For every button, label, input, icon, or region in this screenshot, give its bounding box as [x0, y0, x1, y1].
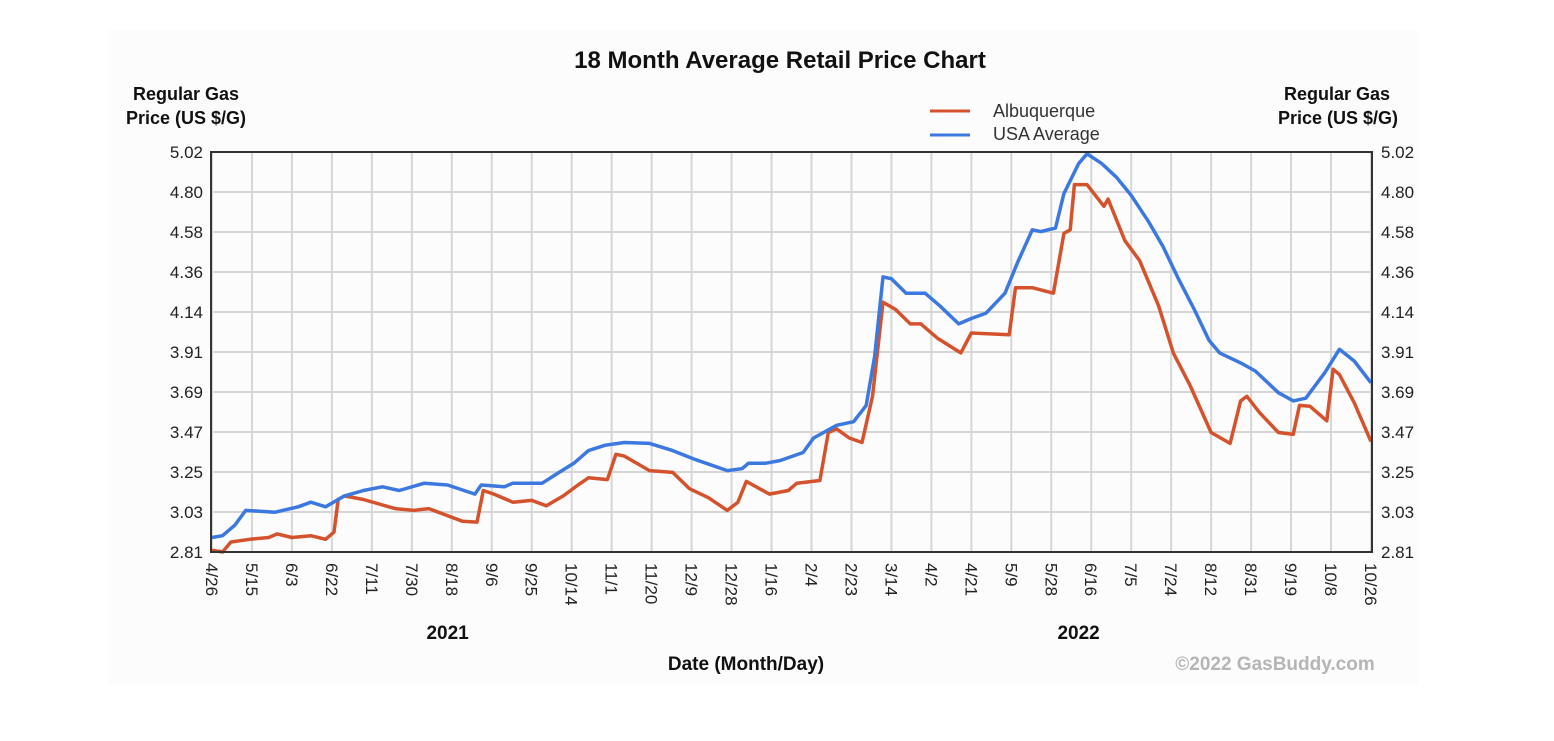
y-axis-label-left-line2: Price (US $/G): [126, 108, 246, 128]
x-tick-label: 7/24: [1161, 563, 1180, 596]
x-tick-label: 7/30: [402, 563, 421, 596]
year-labels: 2021 2022: [426, 623, 1099, 644]
y-tick-label-left: 3.47: [170, 423, 203, 442]
x-tick-label: 5/28: [1041, 563, 1060, 596]
chart-panel: [108, 30, 1418, 685]
y-tick-label-left: 4.36: [170, 263, 203, 282]
x-tick-label: 8/31: [1241, 563, 1260, 596]
legend: Albuquerque USA Average: [930, 101, 1100, 144]
x-tick-label: 9/25: [522, 563, 541, 596]
y-axis-label-right-line2: Price (US $/G): [1278, 108, 1398, 128]
chart-title: 18 Month Average Retail Price Chart: [574, 47, 986, 74]
x-tick-label: 2/4: [801, 563, 820, 587]
y-tick-label-right: 4.36: [1381, 263, 1414, 282]
x-tick-label: 7/11: [362, 563, 381, 595]
x-tick-label: 10/14: [562, 563, 581, 606]
x-tick-label: 6/16: [1081, 563, 1100, 596]
x-tick-label: 4/2: [921, 563, 940, 587]
y-tick-label-right: 4.80: [1381, 183, 1414, 202]
x-tick-label: 5/9: [1001, 563, 1020, 587]
x-tick-label: 2/23: [841, 563, 860, 596]
x-tick-label: 12/28: [722, 563, 741, 606]
y-tick-label-right: 4.14: [1381, 303, 1414, 322]
x-tick-label: 8/18: [442, 563, 461, 596]
year-label-2021: 2021: [426, 623, 469, 644]
y-tick-label-right: 4.58: [1381, 223, 1414, 242]
y-ticks: 2.81 2.81 3.03 3.03 3.25 3.25 3.47 3.47 3.69 3.69…: [170, 143, 1414, 562]
y-tick-label-right: 3.25: [1381, 463, 1414, 482]
x-tick-label: 7/5: [1121, 563, 1140, 587]
y-tick-label-right: 3.69: [1381, 383, 1414, 402]
x-tick-label: 12/9: [682, 563, 701, 596]
y-tick-label-left: 3.91: [170, 343, 203, 362]
x-tick-label: 4/26: [202, 563, 221, 596]
series-line-albuquerque: [211, 182, 1373, 554]
x-tick-label: 11/20: [642, 563, 661, 604]
plot-border: [210, 151, 1373, 553]
x-tick-label: 9/19: [1281, 563, 1300, 596]
copyright: ©2022 GasBuddy.com: [1175, 654, 1375, 675]
y-tick-label-left: 3.69: [170, 383, 203, 402]
legend-label-usa-average: USA Average: [993, 124, 1100, 144]
x-tick-label: 4/21: [961, 563, 980, 596]
legend-label-albuquerque: Albuquerque: [993, 101, 1095, 121]
y-tick-label-left: 3.03: [170, 503, 203, 522]
x-tick-label: 5/15: [242, 563, 261, 596]
y-tick-label-left: 3.25: [170, 463, 203, 482]
x-ticks: 4/26 5/15 6/3 6/22 7/11 7/30 8/18 9/6 9/25 10/14 1…: [202, 563, 1380, 606]
x-axis-label: Date (Month/Day): [668, 654, 824, 675]
x-tick-label: 11/1: [602, 563, 621, 595]
y-tick-label-right: 2.81: [1381, 543, 1414, 562]
year-label-2022: 2022: [1057, 623, 1099, 644]
x-tick-label: 6/22: [322, 563, 341, 596]
series-lines: [211, 152, 1373, 554]
x-tick-label: 3/14: [881, 563, 900, 596]
y-tick-label-right: 3.47: [1381, 423, 1414, 442]
x-tick-label: 1/16: [762, 563, 781, 596]
y-tick-label-left: 4.14: [170, 303, 203, 322]
y-tick-label-right: 3.91: [1381, 343, 1414, 362]
y-tick-label-right: 3.03: [1381, 503, 1414, 522]
grid: [211, 151, 1372, 553]
x-tick-label: 6/3: [282, 563, 301, 587]
y-tick-label-left: 4.58: [170, 223, 203, 242]
y-tick-label-right: 5.02: [1381, 143, 1414, 162]
y-tick-label-left: 4.80: [170, 183, 203, 202]
y-axis-label-left-line1: Regular Gas: [133, 84, 239, 104]
x-tick-label: 10/26: [1361, 563, 1380, 606]
y-tick-label-left: 5.02: [170, 143, 203, 162]
series-line-usa-average: [211, 152, 1373, 540]
x-tick-label: 8/12: [1201, 563, 1220, 596]
x-tick-label: 10/8: [1321, 563, 1340, 596]
y-tick-label-left: 2.81: [170, 543, 203, 562]
x-tick-label: 9/6: [482, 563, 501, 587]
y-axis-label-right-line1: Regular Gas: [1284, 84, 1390, 104]
